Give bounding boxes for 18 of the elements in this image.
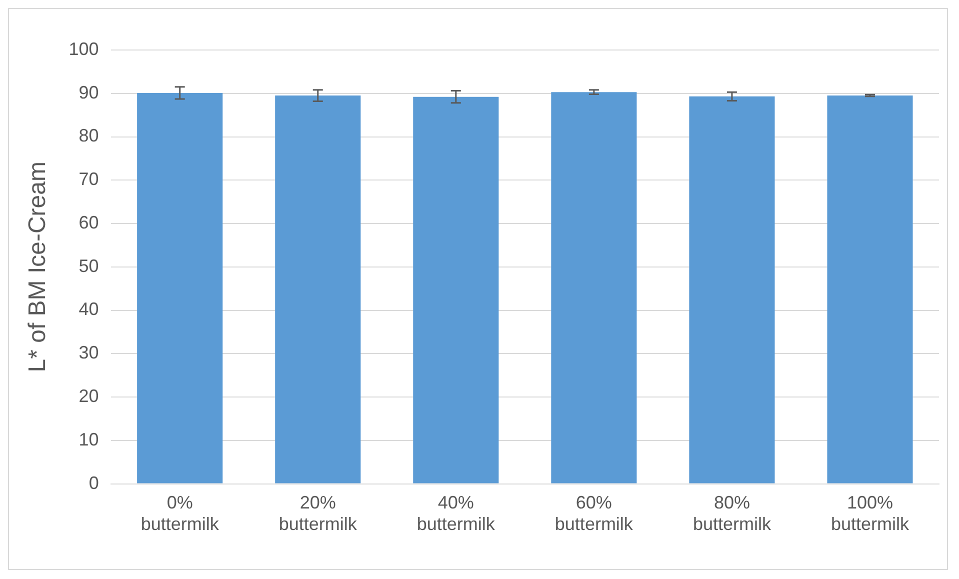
y-tick-label: 0	[88, 472, 99, 493]
x-tick-label: 100% buttermilk	[830, 492, 910, 534]
y-tick-label: 80	[78, 126, 99, 146]
y-tick-label: 70	[78, 169, 99, 190]
x-tick-label: 40% buttermilk	[416, 492, 496, 534]
x-tick-label: 80% buttermilk	[692, 492, 772, 534]
y-tick-label: 20	[78, 386, 99, 406]
y-tick-label: 10	[78, 429, 99, 450]
y-tick-label: 100	[68, 38, 99, 59]
y-tick-label: 50	[78, 256, 99, 276]
y-tick-label: 40	[78, 299, 99, 320]
x-tick-label: 0% buttermilk	[140, 492, 220, 534]
y-tick-label: 90	[78, 82, 99, 102]
x-tick-label: 20% buttermilk	[278, 492, 358, 534]
x-tick-label: 60% buttermilk	[554, 492, 634, 534]
y-axis-title: L* of BM Ice-Cream	[24, 162, 52, 372]
y-tick-label: 60	[78, 212, 99, 232]
y-tick-label: 30	[78, 342, 99, 363]
